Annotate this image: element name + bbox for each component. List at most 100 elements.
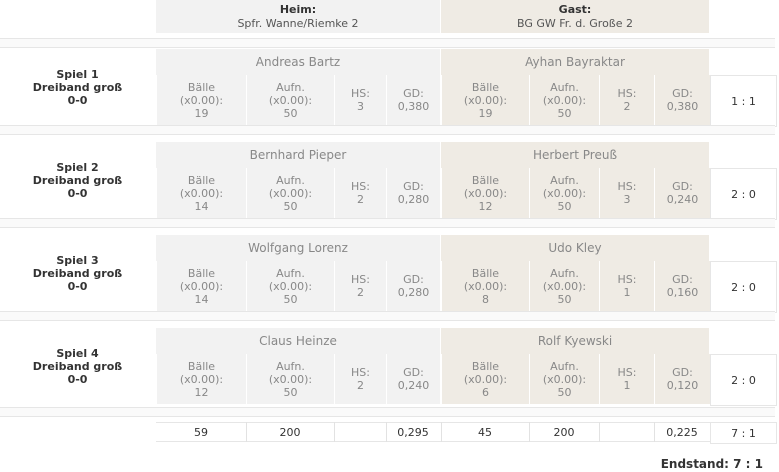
guest-gd-cell: GD: 0,240 [654, 168, 710, 218]
gd-label: GD: [672, 366, 693, 379]
game-label: Spiel 1 Dreiband groß 0-0 [0, 49, 155, 125]
home-hs-value: 3 [357, 100, 364, 113]
home-gd-cell: GD: 0,280 [386, 168, 440, 218]
gd-label: GD: [403, 366, 424, 379]
home-player-name: Bernhard Pieper [156, 142, 440, 168]
home-balls-value: 14 [194, 199, 209, 213]
home-innings-value: 50 [283, 292, 298, 306]
game-score: 1 : 1 [710, 75, 777, 127]
home-label: Heim: [279, 3, 317, 16]
totals-divider [599, 422, 600, 442]
innings-label: Aufn. (x0.00): [542, 266, 587, 293]
guest-player-name: Rolf Kyewski [441, 328, 709, 354]
totals-divider [441, 422, 442, 442]
guest-innings-value: 50 [557, 292, 572, 306]
home-gd-cell: GD: 0,240 [386, 354, 440, 404]
home-header-bg [156, 0, 440, 33]
home-innings-value: 50 [283, 199, 298, 213]
innings-label: Aufn. (x0.00): [268, 266, 313, 293]
guest-hs-cell: HS: 1 [599, 354, 654, 404]
balls-label: Bälle (x0.00): [179, 359, 224, 386]
home-balls-cell: Bälle (x0.00): 14 [156, 261, 246, 311]
home-hs-value: 2 [357, 379, 364, 392]
innings-label: Aufn. (x0.00): [268, 359, 313, 386]
game-result: 0-0 [67, 93, 88, 107]
game-score: 2 : 0 [710, 354, 777, 406]
guest-balls-value: 12 [478, 199, 493, 213]
guest-innings-value: 50 [557, 385, 572, 399]
game-discipline: Dreiband groß [32, 266, 123, 280]
totals-divider [246, 422, 247, 442]
hs-label: HS: [617, 180, 637, 193]
total-home-balls: 59 [194, 425, 208, 439]
guest-innings-cell: Aufn. (x0.00): 50 [529, 168, 599, 218]
home-balls-cell: Bälle (x0.00): 12 [156, 354, 246, 404]
balls-label: Bälle (x0.00): [463, 80, 508, 107]
game-separator [0, 218, 775, 228]
balls-label: Bälle (x0.00): [463, 266, 508, 293]
guest-hs-value: 3 [623, 193, 631, 206]
home-balls-value: 19 [194, 106, 209, 120]
home-header: Heim: Spfr. Wanne/Riemke 2 [156, 3, 440, 31]
home-innings-cell: Aufn. (x0.00): 50 [246, 354, 334, 404]
game-discipline: Dreiband groß [32, 80, 123, 94]
guest-header-bg [441, 0, 709, 33]
home-innings-value: 50 [283, 385, 298, 399]
totals-row [156, 422, 710, 442]
home-gd-cell: GD: 0,380 [386, 75, 440, 125]
balls-label: Bälle (x0.00): [463, 359, 508, 386]
game-title: Spiel 3 [56, 253, 99, 267]
gd-label: GD: [672, 87, 693, 100]
totals-divider [654, 422, 655, 442]
guest-team-name: BG GW Fr. d. Große 2 [516, 17, 633, 30]
guest-gd-cell: GD: 0,120 [654, 354, 710, 404]
hs-label: HS: [351, 180, 370, 193]
hs-label: HS: [351, 273, 370, 286]
guest-innings-value: 50 [557, 106, 572, 120]
home-balls-value: 12 [194, 385, 209, 399]
home-player-name: Wolfgang Lorenz [156, 235, 440, 261]
balls-label: Bälle (x0.00): [463, 173, 508, 200]
home-player-name: Andreas Bartz [156, 49, 440, 75]
totals-divider [386, 422, 387, 442]
home-balls-cell: Bälle (x0.00): 19 [156, 75, 246, 125]
home-innings-cell: Aufn. (x0.00): 50 [246, 168, 334, 218]
guest-innings-cell: Aufn. (x0.00): 50 [529, 261, 599, 311]
home-balls-cell: Bälle (x0.00): 14 [156, 168, 246, 218]
guest-gd-cell: GD: 0,380 [654, 75, 710, 125]
home-hs-cell: HS: 3 [334, 75, 386, 125]
game-label: Spiel 4 Dreiband groß 0-0 [0, 328, 155, 404]
innings-label: Aufn. (x0.00): [268, 80, 313, 107]
gd-label: GD: [403, 273, 424, 286]
totals-divider [529, 422, 530, 442]
gd-label: GD: [672, 273, 693, 286]
guest-balls-cell: Bälle (x0.00): 8 [441, 261, 529, 311]
gd-label: GD: [672, 180, 693, 193]
home-innings-value: 50 [283, 106, 298, 120]
guest-gd-value: 0,240 [666, 193, 699, 206]
guest-innings-value: 50 [557, 199, 572, 213]
game-separator [0, 311, 775, 321]
home-hs-value: 2 [357, 193, 364, 206]
game-discipline: Dreiband groß [32, 173, 123, 187]
game-title: Spiel 4 [56, 346, 99, 360]
total-guest-innings: 200 [553, 425, 575, 439]
final-score: Endstand: 7 : 1 [660, 457, 763, 471]
game-label: Spiel 2 Dreiband groß 0-0 [0, 142, 155, 218]
guest-balls-value: 8 [481, 292, 489, 306]
balls-label: Bälle (x0.00): [179, 266, 224, 293]
total-guest-balls: 45 [478, 425, 492, 439]
home-hs-value: 2 [357, 286, 364, 299]
total-guest-gd: 0,225 [666, 425, 698, 439]
total-home-gd: 0,295 [397, 425, 429, 439]
game-title: Spiel 2 [56, 160, 99, 174]
home-gd-value: 0,280 [397, 193, 430, 206]
hs-label: HS: [617, 273, 637, 286]
balls-label: Bälle (x0.00): [179, 173, 224, 200]
game-discipline: Dreiband groß [32, 359, 123, 373]
home-innings-cell: Aufn. (x0.00): 50 [246, 261, 334, 311]
guest-balls-cell: Bälle (x0.00): 6 [441, 354, 529, 404]
innings-label: Aufn. (x0.00): [542, 359, 587, 386]
home-gd-value: 0,380 [397, 100, 430, 113]
totals-separator [0, 407, 775, 417]
